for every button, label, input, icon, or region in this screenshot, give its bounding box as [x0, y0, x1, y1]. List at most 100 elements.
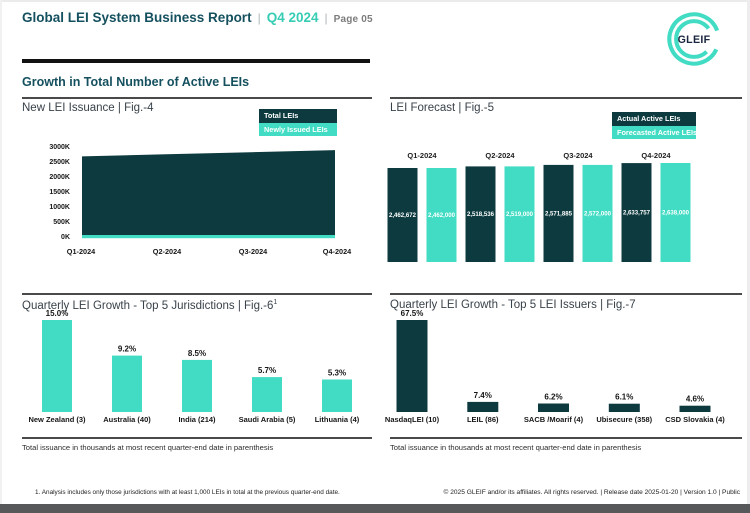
y-axis-tick: 1000K: [49, 204, 70, 211]
bar: [504, 166, 535, 262]
bar-value-label: 2,519,000: [506, 211, 534, 218]
quarter-label: Q1-2024: [407, 151, 437, 160]
legend-item-newly-issued-leis: Newly Issued LEIs: [259, 122, 337, 136]
bar-value-label: 2,571,885: [545, 210, 573, 217]
fig6-title: Quarterly LEI Growth - Top 5 Jurisdictio…: [22, 299, 277, 312]
bar: [252, 377, 282, 412]
bar-category-label: LEIL (86): [467, 415, 499, 424]
bar: [387, 168, 418, 262]
fig4-area-chart: [82, 150, 335, 239]
x-axis-tick: Q4-2024: [322, 247, 352, 256]
gleif-logo-icon: GLEIF: [665, 10, 723, 68]
bar-value-label: 2,638,000: [662, 210, 690, 217]
bar-value-label: 5.7%: [258, 366, 276, 375]
bar: [426, 168, 457, 262]
panel-divider: [390, 437, 742, 439]
bar-value-label: 67.5%: [401, 309, 424, 318]
copyright: © 2025 GLEIF and/or its affiliates. All …: [443, 489, 741, 496]
fig5-bar-chart: Q1-2024 Q2-2024 Q3-2024 Q4-2024 2,462,672 2,5…: [387, 151, 691, 262]
x-axis-tick: Q1-2024: [66, 247, 96, 256]
panel-divider: [22, 437, 372, 439]
bar: [467, 401, 499, 412]
fig7-note: Total issuance in thousands at most rece…: [390, 443, 642, 452]
bar-value-label: 7.4%: [474, 391, 492, 400]
bar: [42, 320, 72, 412]
panel-divider: [22, 293, 372, 295]
separator: |: [257, 11, 261, 25]
bar-value-label: 2,462,672: [389, 212, 417, 219]
quarter-label: Q2-2024: [485, 151, 515, 160]
bar-value-label: 8.5%: [188, 349, 206, 358]
quarter-label: Q3-2024: [563, 151, 593, 160]
fig7-bar-chart: 67.5% NasdaqLEI (10) 7.4% LEIL (86) 6.2% SACB…: [385, 309, 725, 424]
report-period: Q4 2024: [266, 10, 319, 25]
y-axis-tick: 2000K: [49, 174, 70, 181]
newly-issued-leis-strip: [82, 235, 335, 239]
quarter-label: Q4-2024: [641, 151, 671, 160]
bar-value-label: 2,572,000: [584, 210, 612, 217]
bar-category-label: Australia (40): [103, 415, 151, 424]
bar-category-label: SACB /Moarif (4): [524, 415, 584, 424]
bar: [396, 320, 428, 412]
y-axis-tick: 1500K: [49, 189, 70, 196]
report-title: Global LEI System Business Report: [22, 10, 252, 25]
bar-category-label: Lithuania (4): [315, 415, 360, 424]
bar-value-label: 6.2%: [544, 393, 562, 402]
page-border-right: [747, 0, 750, 513]
bar-category-label: CSD Slovakia (4): [665, 415, 725, 424]
fig6-bar-chart: 15.0% New Zealand (3) 9.2% Australia (40) 8.…: [28, 309, 360, 424]
page-number: Page 05: [333, 14, 373, 25]
bar: [112, 355, 142, 412]
bar-value-label: 15.0%: [46, 309, 69, 318]
bar: [679, 405, 711, 412]
y-axis-tick: 500K: [53, 219, 70, 226]
bar: [465, 166, 496, 262]
fig4-legend: Total LEIs Newly Issued LEIs: [259, 109, 337, 136]
bar-value-label: 2,633,757: [623, 210, 651, 217]
report-header: Global LEI System Business Report | Q4 2…: [22, 10, 373, 25]
fig4-y-axis: 3000K 2500K 2000K 1500K 1000K 500K 0K: [22, 140, 70, 244]
fig7-title: Quarterly LEI Growth - Top 5 LEI Issuers…: [390, 299, 636, 311]
header-divider: [22, 59, 370, 63]
panel-divider: [22, 97, 372, 99]
bar-category-label: NasdaqLEI (10): [385, 415, 440, 424]
x-axis-tick: Q3-2024: [238, 247, 268, 256]
bar-value-label: 2,462,000: [428, 212, 456, 219]
total-leis-area: [82, 150, 335, 238]
legend-item-actual-active-leis: Actual Active LEIs: [612, 112, 696, 126]
bar: [538, 403, 569, 412]
fig6-note: Total issuance in thousands at most rece…: [22, 443, 274, 452]
bar-value-label: 4.6%: [686, 395, 704, 404]
fig4-x-axis: Q1-2024 Q2-2024 Q3-2024 Q4-2024: [67, 247, 351, 257]
bar-category-label: Saudi Arabia (5): [239, 415, 296, 424]
bar: [543, 164, 574, 262]
bar-value-label: 2,518,536: [467, 211, 495, 218]
bar: [660, 163, 691, 262]
bar-category-label: India (214): [178, 415, 216, 424]
bar: [182, 359, 212, 412]
legend-item-total-leis: Total LEIs: [259, 109, 337, 123]
bar-category-label: New Zealand (3): [28, 415, 86, 424]
fig6-title-footnote-marker: 1: [273, 299, 278, 306]
bar: [322, 379, 352, 412]
y-axis-tick: 0K: [61, 234, 70, 241]
fig6-title-text: Quarterly LEI Growth - Top 5 Jurisdictio…: [22, 299, 274, 312]
fig4-title: New LEI Issuance | Fig.-4: [22, 102, 154, 114]
section-title: Growth in Total Number of Active LEIs: [22, 75, 250, 89]
bar: [582, 164, 613, 262]
bar-value-label: 5.3%: [328, 369, 346, 378]
fig5-title: LEI Forecast | Fig.-5: [390, 102, 494, 114]
logo-text: GLEIF: [678, 34, 711, 46]
bar-category-label: Ubisecure (358): [596, 415, 652, 424]
x-axis-tick: Q2-2024: [152, 247, 182, 256]
footnote: 1. Analysis includes only those jurisdic…: [35, 489, 340, 496]
fig5-legend: Actual Active LEIs Forecasted Active LEI…: [612, 112, 697, 139]
panel-divider: [390, 97, 742, 99]
page-border-top: [0, 0, 750, 2]
bar-value-label: 6.1%: [615, 393, 633, 402]
page-border-left: [0, 0, 2, 513]
separator: |: [324, 11, 328, 25]
y-axis-tick: 2500K: [49, 159, 70, 166]
legend-item-forecasted-active-leis: Forecasted Active LEIs: [612, 125, 697, 139]
bar: [608, 403, 640, 412]
